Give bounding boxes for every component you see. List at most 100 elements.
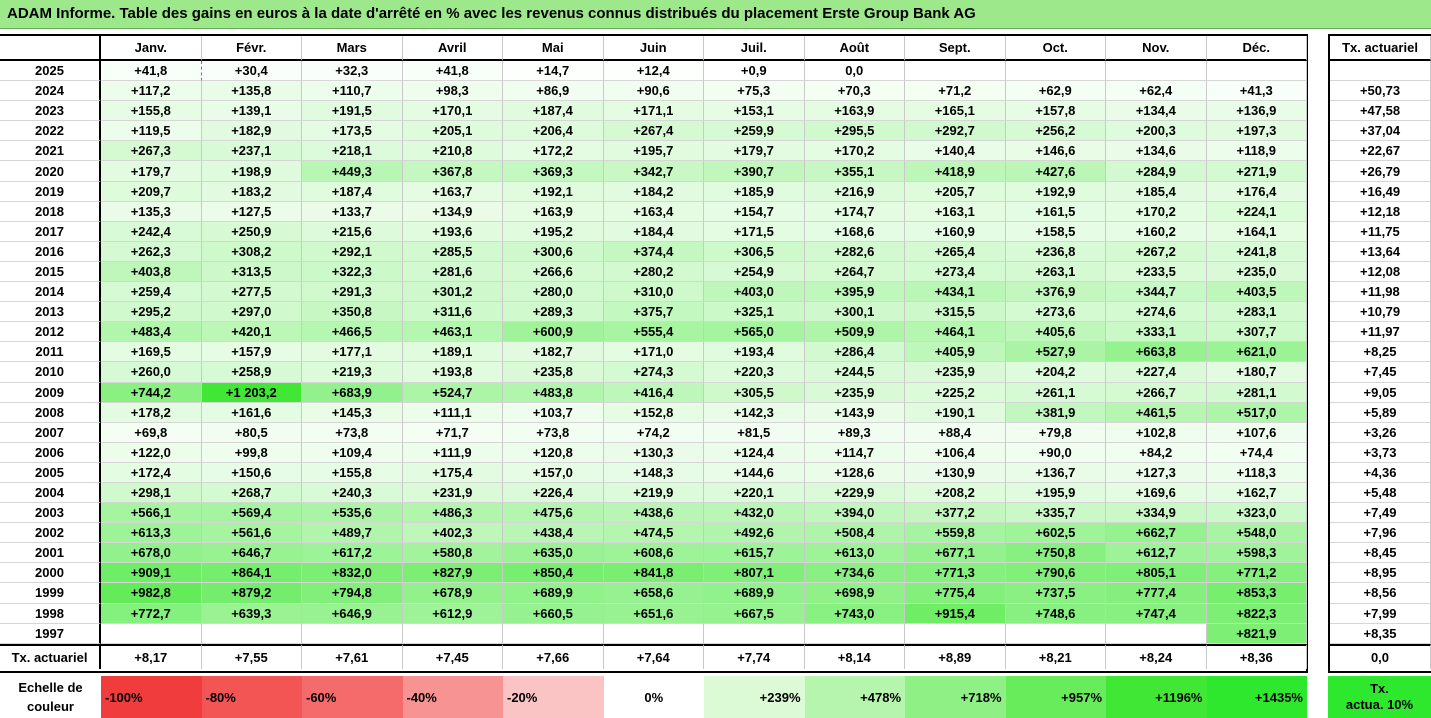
table-cell: +747,4: [1106, 603, 1207, 624]
table-cell: +250,9: [201, 221, 302, 242]
table-cell: +281,6: [402, 261, 503, 283]
table-cell: +237,1: [201, 141, 302, 162]
table-cell: +157,9: [201, 342, 302, 363]
table-cell: +325,1: [704, 302, 805, 323]
color-scale-step: 0%: [603, 676, 704, 718]
table-cell: +775,4: [905, 583, 1006, 604]
table-cell: +163,9: [804, 101, 905, 122]
table-cell: +449,3: [302, 161, 403, 182]
table-cell: +559,8: [905, 523, 1006, 544]
table-cell: +377,2: [905, 503, 1006, 524]
table-cell: +148,3: [603, 462, 704, 483]
table-cell: +229,9: [804, 482, 905, 504]
rate-cell: +5,48: [1330, 482, 1431, 504]
table-cell: +73,8: [503, 422, 604, 443]
table-cell: +438,4: [503, 523, 604, 544]
table-cell: +145,3: [302, 402, 403, 423]
table-cell: +41,3: [1206, 81, 1307, 102]
table-cell: +254,9: [704, 261, 805, 283]
table-cell: +133,7: [302, 201, 403, 222]
table-cell: +90,0: [1005, 442, 1106, 463]
color-scale-step: +957%: [1005, 676, 1106, 718]
table-cell: [402, 623, 503, 644]
table-cell: +486,3: [402, 503, 503, 524]
table-cell: +311,6: [402, 302, 503, 323]
table-cell: +170,2: [804, 141, 905, 162]
table-cell: +689,9: [503, 583, 604, 604]
table-cell: +111,9: [402, 442, 503, 463]
footer-cell: +7,55: [201, 643, 302, 669]
table-cell: +390,7: [704, 161, 805, 182]
table-cell: +615,7: [704, 543, 805, 564]
table-cell: +99,8: [201, 442, 302, 463]
table-cell: +124,4: [704, 442, 805, 463]
table-cell: +195,9: [1005, 482, 1106, 504]
rate-cell: +26,79: [1330, 161, 1431, 182]
table-cell: +107,6: [1206, 422, 1307, 443]
table-cell: +517,0: [1206, 402, 1307, 423]
table-cell: +32,3: [302, 61, 403, 82]
table-cell: +89,3: [804, 422, 905, 443]
table-cell: +134,4: [1106, 101, 1207, 122]
table-cell: +109,4: [302, 442, 403, 463]
table-cell: +678,9: [402, 583, 503, 604]
table-cell: +292,7: [905, 121, 1006, 142]
table-cell: +235,8: [503, 362, 604, 383]
month-header: Sept.: [905, 36, 1006, 61]
table-cell: +474,5: [603, 523, 704, 544]
table-cell: +182,9: [201, 121, 302, 142]
table-cell: +79,8: [1005, 422, 1106, 443]
table-cell: +135,3: [101, 201, 202, 222]
table-cell: +273,6: [1005, 302, 1106, 323]
table-cell: +612,9: [402, 603, 503, 624]
table-cell: +667,5: [704, 603, 805, 624]
table-cell: +266,6: [503, 261, 604, 283]
table-cell: +69,8: [101, 422, 202, 443]
title-bar: ADAM Informe. Table des gains en euros à…: [0, 0, 1431, 29]
month-header: Janv.: [101, 36, 202, 61]
footer-cell: +7,74: [704, 643, 805, 669]
table-cell: +14,7: [503, 61, 604, 82]
rate-cell: +7,49: [1330, 503, 1431, 524]
table-cell: +184,4: [603, 221, 704, 242]
table-cell: +613,3: [101, 523, 202, 544]
table-cell: +660,5: [503, 603, 604, 624]
table-cell: +143,9: [804, 402, 905, 423]
rate-cell: +7,45: [1330, 362, 1431, 383]
table-cell: +122,0: [101, 442, 202, 463]
footer-cell: +7,66: [503, 643, 604, 669]
table-cell: 0,0: [804, 61, 905, 82]
color-scale-step: +718%: [905, 676, 1006, 718]
table-cell: +617,2: [302, 543, 403, 564]
table-cell: +231,9: [402, 482, 503, 504]
table-cell: +463,1: [402, 322, 503, 343]
table-cell: +70,3: [804, 81, 905, 102]
table-cell: +333,1: [1106, 322, 1207, 343]
year-label: 2002: [0, 523, 101, 544]
table-cell: +179,7: [101, 161, 202, 182]
color-scale-step: +1196%: [1106, 676, 1207, 718]
table-cell: +117,2: [101, 81, 202, 102]
table-cell: +62,4: [1106, 81, 1207, 102]
rate-cell: +47,58: [1330, 101, 1431, 122]
table-cell: +677,1: [905, 543, 1006, 564]
rate-cell: +13,64: [1330, 241, 1431, 262]
table-cell: +277,5: [201, 282, 302, 303]
table-cell: +509,9: [804, 322, 905, 343]
table-cell: +281,1: [1206, 382, 1307, 403]
table-cell: +182,7: [503, 342, 604, 363]
table-cell: +355,1: [804, 161, 905, 182]
footer-rate: 0,0: [1330, 643, 1431, 669]
table-cell: [1106, 61, 1207, 82]
table-cell: +218,1: [302, 141, 403, 162]
year-label: 2003: [0, 503, 101, 524]
table-cell: +461,5: [1106, 402, 1207, 423]
table-cell: +136,7: [1005, 462, 1106, 483]
table-cell: +176,4: [1206, 181, 1307, 202]
table-cell: +580,8: [402, 543, 503, 564]
table-cell: +683,9: [302, 382, 403, 403]
month-header: Févr.: [201, 36, 302, 61]
table-cell: +274,6: [1106, 302, 1207, 323]
table-cell: [101, 623, 202, 644]
year-label: 2024: [0, 81, 101, 102]
